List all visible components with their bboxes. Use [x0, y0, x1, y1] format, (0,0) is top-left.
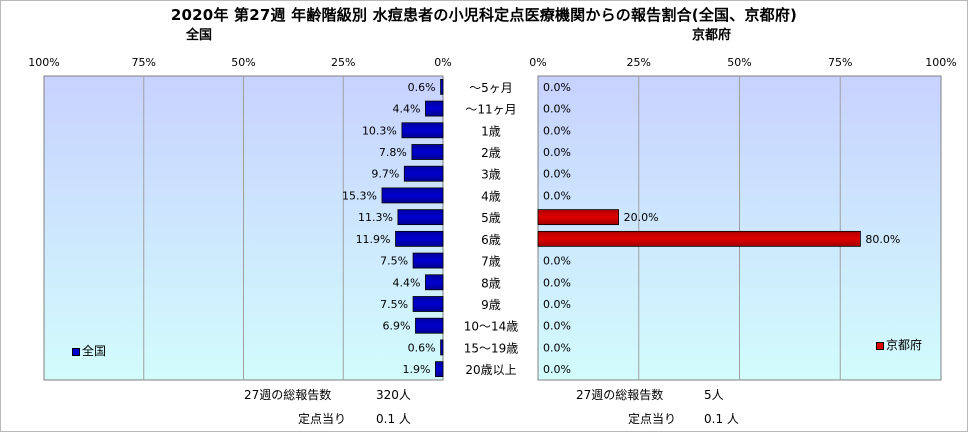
kyoto-data-label: 0.0% — [543, 103, 571, 116]
kyoto-data-label: 0.0% — [543, 320, 571, 333]
category-label: 10～14歳 — [464, 320, 519, 334]
kyoto-tick-label: 75% — [828, 56, 852, 69]
kyoto-legend-swatch — [876, 341, 884, 350]
national-data-label: 7.5% — [380, 255, 408, 268]
national-bar — [403, 165, 444, 182]
national-bar — [440, 78, 444, 95]
national-data-label: 10.3% — [362, 124, 397, 137]
national-data-label: 7.8% — [379, 146, 407, 159]
kyoto-legend: 京都府 — [876, 336, 922, 353]
national-legend-label: 全国 — [82, 344, 107, 358]
category-label: ～11ヶ月 — [465, 103, 516, 117]
category-label: 6歳 — [481, 233, 501, 247]
category-label: 7歳 — [481, 255, 501, 269]
national-per-value: 0.1 人 — [376, 412, 411, 426]
category-label: ～5ヶ月 — [469, 81, 513, 95]
national-data-label: 15.3% — [342, 189, 377, 202]
national-data-label: 4.4% — [392, 276, 420, 289]
national-bar — [412, 252, 444, 269]
category-label: 8歳 — [481, 276, 501, 290]
national-bar — [425, 100, 444, 117]
national-data-label: 11.3% — [358, 211, 393, 224]
kyoto-tick-label: 50% — [727, 56, 751, 69]
national-bar — [381, 187, 444, 204]
kyoto-bar — [537, 209, 619, 226]
national-data-label: 9.7% — [371, 168, 399, 181]
kyoto-data-label: 80.0% — [865, 233, 900, 246]
national-bar — [401, 122, 444, 139]
kyoto-per-label: 定点当り — [628, 412, 677, 426]
national-data-label: 6.9% — [383, 320, 411, 333]
kyoto-tick-label: 25% — [627, 56, 651, 69]
category-label: 1歳 — [481, 124, 501, 138]
national-tick-label: 50% — [231, 56, 255, 69]
national-bar — [397, 209, 444, 226]
kyoto-data-label: 0.0% — [543, 81, 571, 94]
national-bar — [412, 296, 444, 312]
kyoto-data-label: 0.0% — [543, 363, 571, 376]
kyoto-data-label: 20.0% — [624, 211, 659, 224]
kyoto-total-value: 5人 — [704, 388, 724, 402]
category-label: 4歳 — [481, 189, 501, 203]
national-data-label: 4.4% — [392, 103, 420, 116]
category-label: 3歳 — [481, 168, 501, 182]
kyoto-data-label: 0.0% — [543, 276, 571, 289]
national-tick-label: 75% — [132, 56, 156, 69]
national-tick-label: 25% — [331, 56, 355, 69]
national-total-value: 320人 — [376, 388, 411, 402]
chart-title: 2020年 第27週 年齢階級別 水痘患者の小児科定点医療機関からの報告割合(全… — [170, 6, 798, 24]
kyoto-data-label: 0.0% — [543, 298, 571, 311]
kyoto-bar — [537, 230, 861, 247]
national-data-label: 0.6% — [408, 81, 436, 94]
category-label: 5歳 — [481, 211, 501, 225]
national-bar — [425, 274, 444, 291]
national-bar — [395, 230, 444, 247]
national-bar — [415, 317, 444, 334]
national-legend-swatch — [72, 347, 80, 356]
national-bar — [440, 339, 444, 356]
national-bar — [411, 144, 444, 160]
kyoto-data-label: 0.0% — [543, 124, 571, 137]
national-chart-title: 全国 — [186, 28, 213, 43]
kyoto-tick-label: 0% — [529, 56, 546, 69]
national-data-label: 11.9% — [356, 233, 391, 246]
kyoto-data-label: 0.0% — [543, 255, 571, 268]
national-tick-label: 100% — [28, 56, 59, 69]
category-label: 9歳 — [481, 298, 501, 312]
kyoto-chart-title: 京都府 — [692, 28, 732, 43]
category-label: 2歳 — [481, 146, 501, 160]
national-data-label: 0.6% — [408, 341, 436, 354]
national-bar — [435, 361, 444, 378]
national-per-label: 定点当り — [298, 412, 347, 426]
kyoto-data-label: 0.0% — [543, 168, 571, 181]
category-label: 15～19歳 — [464, 341, 519, 355]
kyoto-total-label: 27週の総報告数 — [576, 388, 664, 402]
category-label: 20歳以上 — [465, 363, 516, 377]
national-legend: 全国 — [72, 342, 106, 359]
kyoto-per-value: 0.1 人 — [704, 412, 739, 426]
kyoto-data-label: 0.0% — [543, 189, 571, 202]
kyoto-tick-label: 100% — [925, 56, 956, 69]
national-total-label: 27週の総報告数 — [244, 388, 332, 402]
national-data-label: 1.9% — [402, 363, 430, 376]
national-tick-label: 0% — [434, 56, 451, 69]
kyoto-legend-label: 京都府 — [886, 338, 923, 352]
kyoto-data-label: 0.0% — [543, 146, 571, 159]
kyoto-data-label: 0.0% — [543, 341, 571, 354]
national-data-label: 7.5% — [380, 298, 408, 311]
